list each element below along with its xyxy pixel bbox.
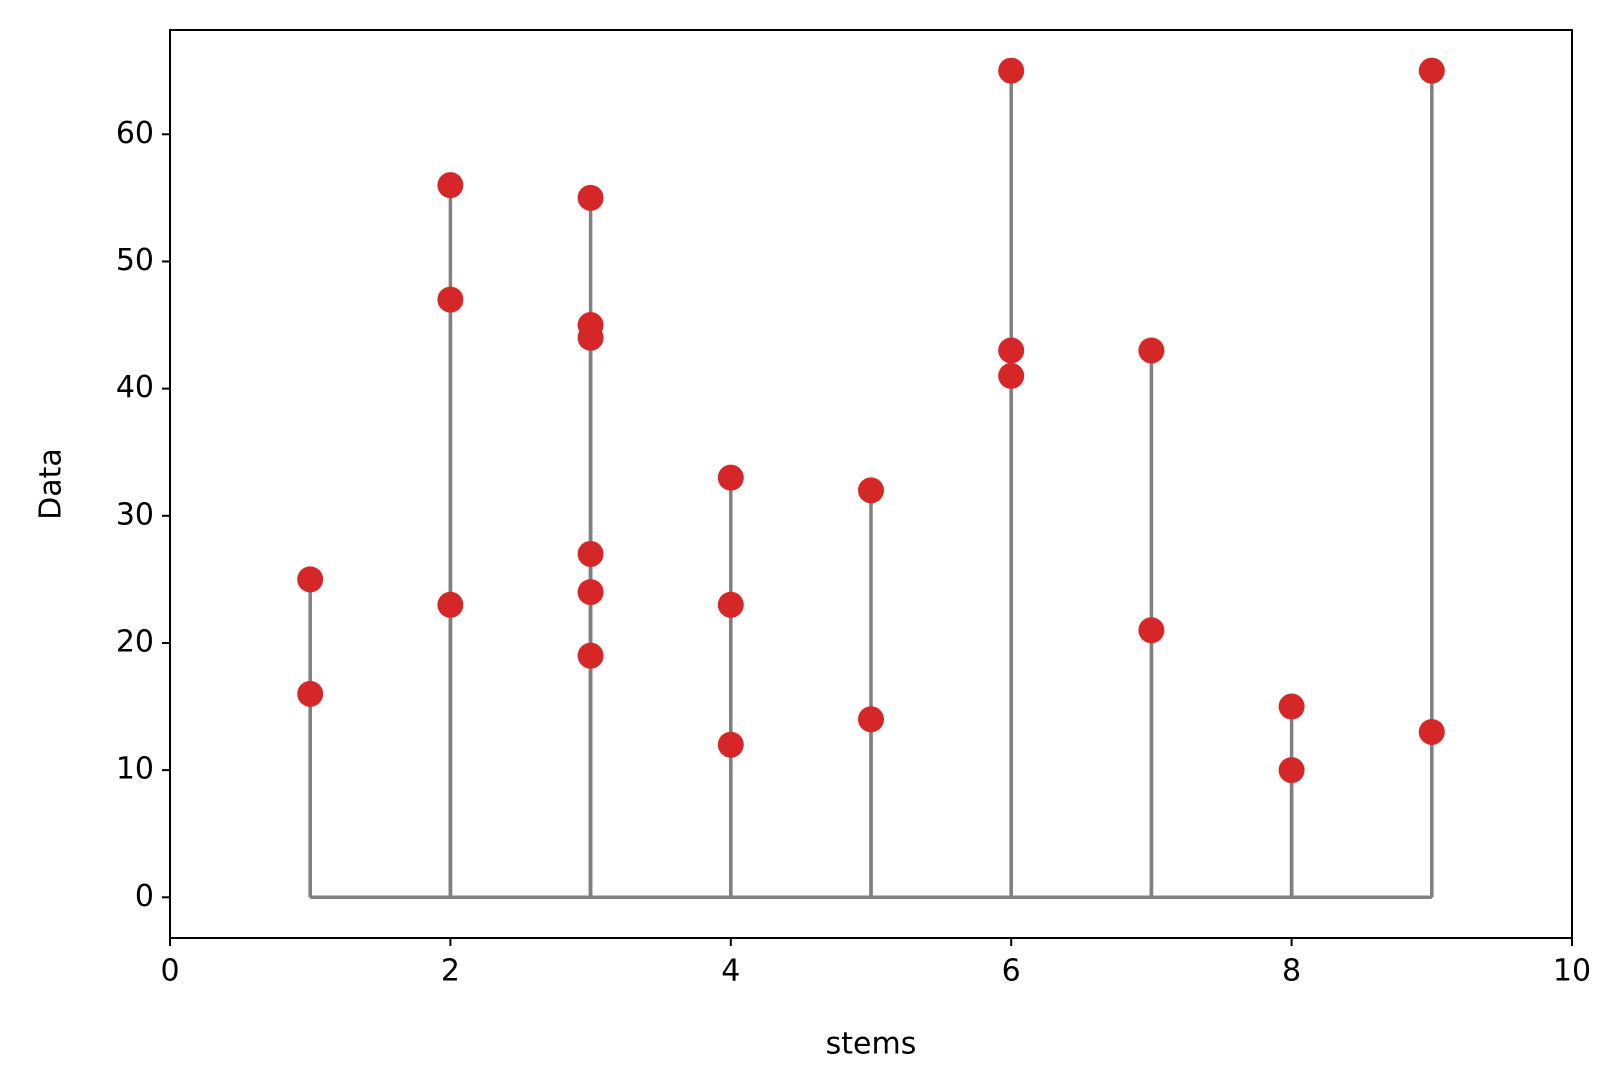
stem-marker — [998, 362, 1025, 389]
stem-marker — [1138, 617, 1165, 644]
stem-marker — [1418, 57, 1445, 84]
y-tick-label: 20 — [116, 624, 154, 659]
stem-marker — [437, 286, 464, 313]
stem-marker — [577, 642, 604, 669]
stem-marker — [577, 324, 604, 351]
stem-marker — [858, 706, 884, 733]
x-tick-label: 0 — [160, 954, 179, 989]
y-axis-label: Data — [34, 448, 69, 520]
stem-marker — [1138, 337, 1165, 364]
stem-marker — [437, 172, 464, 199]
x-tick-label: 6 — [1002, 954, 1021, 989]
axes-frame — [169, 29, 1573, 939]
y-tick-label: 40 — [116, 370, 154, 405]
y-tick-label: 10 — [116, 752, 154, 787]
x-axis-label: stems — [826, 1027, 917, 1062]
x-tick-label: 4 — [721, 954, 740, 989]
stem-marker — [297, 566, 324, 593]
stem-marker — [1418, 718, 1445, 745]
stem-marker — [577, 579, 604, 606]
stem-marker — [577, 540, 604, 567]
stem-marker — [577, 184, 604, 211]
stem-marker — [1278, 757, 1305, 784]
stem-marker — [998, 337, 1025, 364]
y-tick-label: 50 — [116, 243, 154, 278]
y-tick-label: 30 — [116, 497, 154, 532]
stem-marker — [717, 591, 744, 618]
stem-marker — [1278, 693, 1305, 720]
y-tick-label: 60 — [116, 116, 154, 151]
y-tick-label: 0 — [135, 879, 154, 914]
stem-marker — [717, 731, 744, 758]
stem-marker — [437, 591, 464, 618]
stem-marker — [858, 477, 884, 504]
x-tick-label: 10 — [1553, 954, 1591, 989]
stem-marker — [717, 464, 744, 491]
stem-marker — [297, 680, 324, 707]
x-tick-label: 2 — [441, 954, 460, 989]
stem-marker — [998, 57, 1025, 84]
x-tick-label: 8 — [1282, 954, 1301, 989]
